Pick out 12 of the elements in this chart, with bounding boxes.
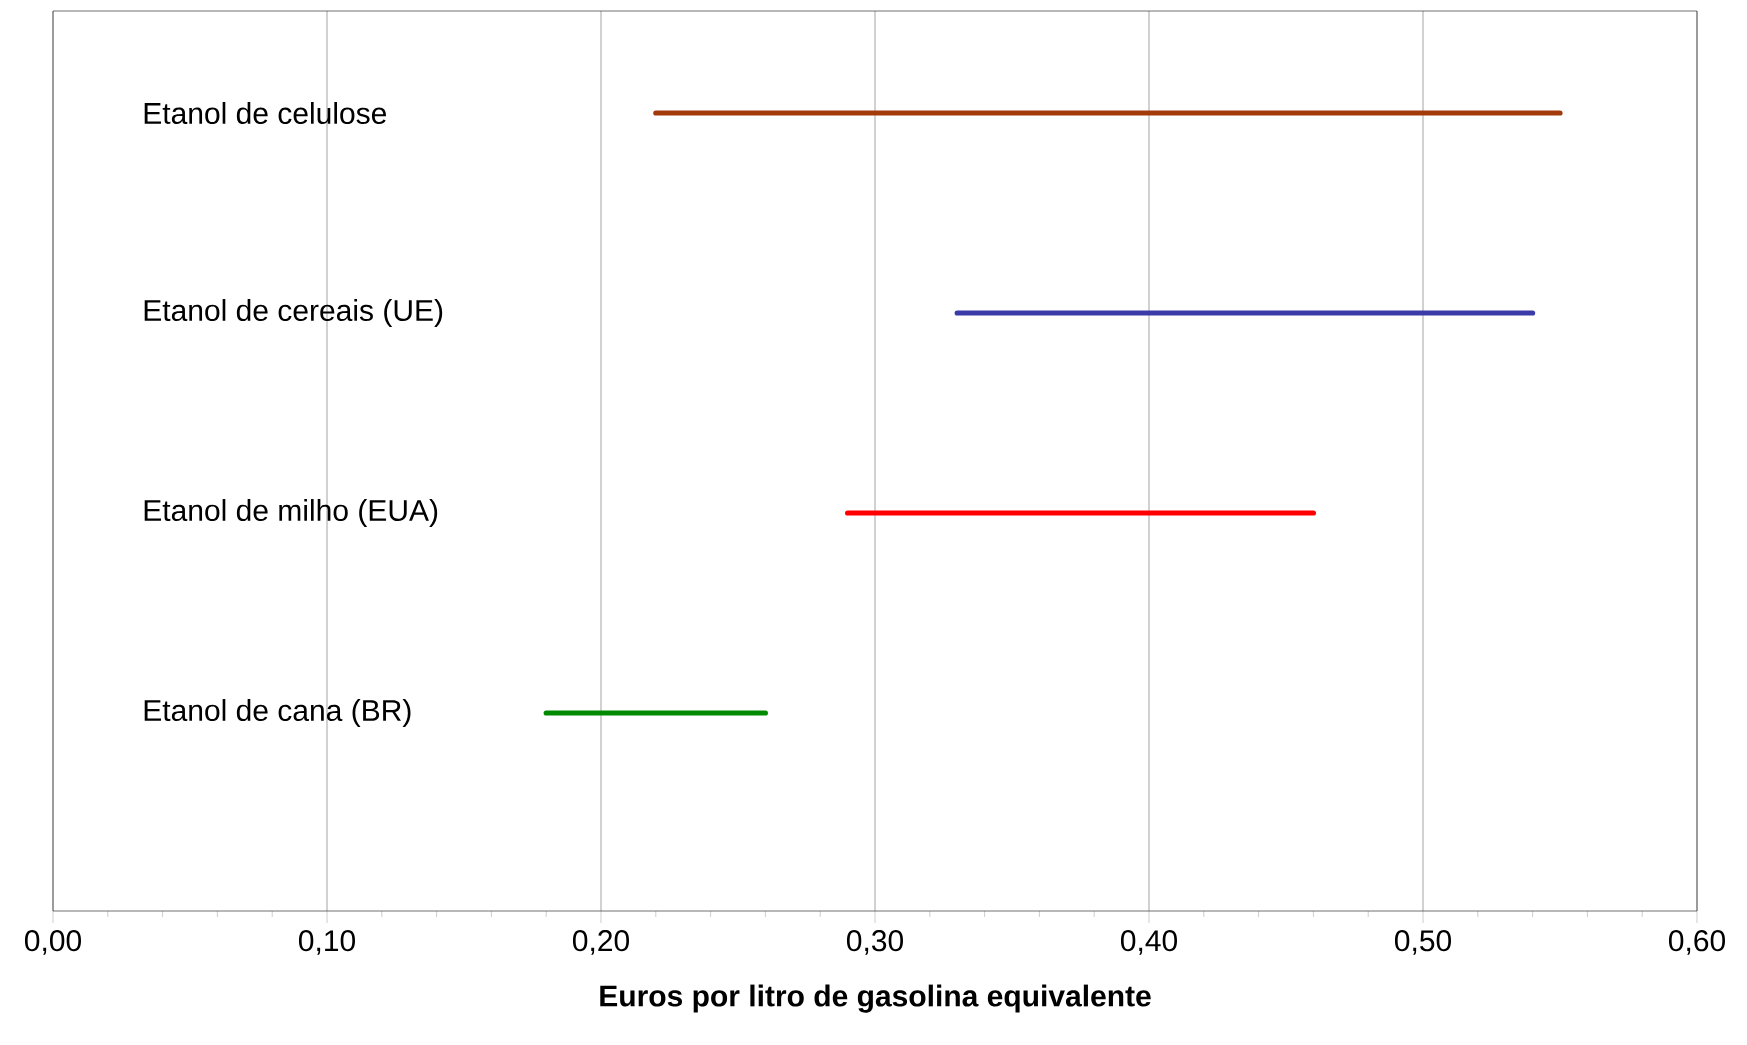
- y-tick-label: Etanol de cana (BR): [144, 699, 411, 727]
- x-axis-title: Euros por litro de gasolina equivalente: [600, 984, 1151, 1013]
- x-tick-label: 0,20: [572, 930, 629, 955]
- x-tick-label: 0,30: [846, 930, 903, 955]
- x-tick-label: 0,10: [298, 930, 355, 955]
- x-tick-label: 0,00: [24, 930, 81, 955]
- x-tick-label: 0,50: [1394, 930, 1452, 955]
- x-tick-label: 0,60: [1668, 930, 1726, 955]
- y-tick-label: Etanol de cereais (UE): [144, 299, 443, 327]
- y-tick-label: Etanol de celulose: [144, 101, 387, 125]
- x-tick-label: 0,40: [1120, 930, 1178, 955]
- y-tick-label: Etanol de milho (EUA): [144, 499, 438, 527]
